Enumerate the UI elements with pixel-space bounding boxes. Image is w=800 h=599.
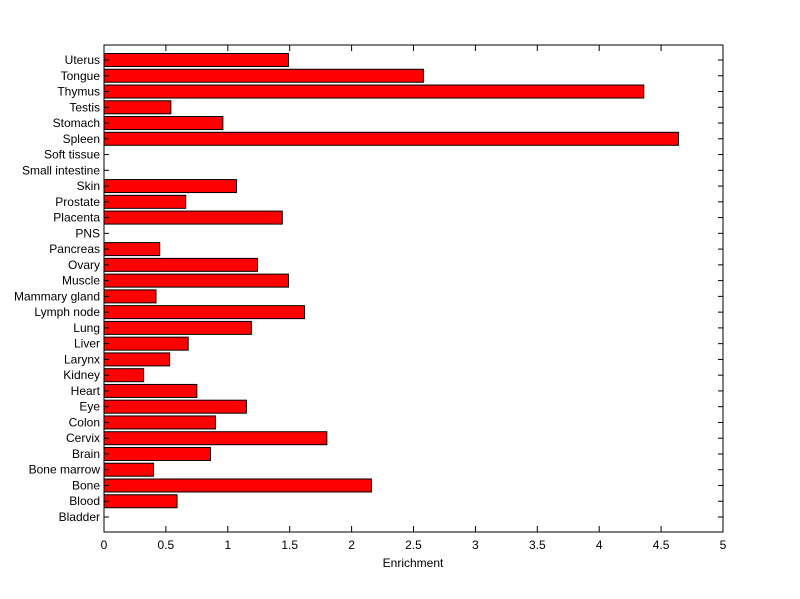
bar-ovary	[103, 257, 259, 272]
y-tick-label: Skin	[77, 179, 100, 193]
x-tick-label: 0.5	[158, 538, 175, 552]
y-tick-label: Tongue	[61, 69, 101, 83]
y-tick-label: Mammary gland	[14, 289, 100, 303]
y-tick-label: Brain	[72, 447, 100, 461]
y-tick-label: Blood	[69, 494, 100, 508]
bar-placenta	[103, 210, 283, 225]
x-tick-label: 0	[101, 538, 108, 552]
x-tick-label: 4	[596, 538, 603, 552]
y-tick-label: Lung	[73, 321, 100, 335]
bar-testis	[103, 100, 172, 115]
y-tick-label: Lymph node	[34, 305, 100, 319]
y-tick-label: Small intestine	[22, 163, 100, 177]
y-tick-label: Ovary	[68, 258, 100, 272]
bar-muscle	[103, 273, 289, 288]
y-tick-label: PNS	[75, 226, 100, 240]
y-tick-label: Bone	[72, 478, 100, 492]
y-tick-label: Prostate	[55, 195, 100, 209]
bar-prostate	[103, 194, 187, 209]
y-tick-label: Soft tissue	[44, 148, 100, 162]
y-tick-label: Colon	[69, 415, 100, 429]
y-tick-label: Stomach	[53, 116, 100, 130]
bar-kidney	[103, 368, 145, 383]
y-tick-label: Uterus	[65, 53, 100, 67]
y-tick-label: Spleen	[63, 132, 100, 146]
bar-liver	[103, 336, 189, 351]
x-tick-label: 3.5	[529, 538, 546, 552]
y-tick-label: Pancreas	[49, 242, 100, 256]
y-tick-label: Bladder	[59, 510, 100, 524]
bar-thymus	[103, 84, 645, 99]
x-tick-label: 4.5	[653, 538, 670, 552]
y-tick-label: Heart	[71, 384, 101, 398]
x-tick-label: 3	[472, 538, 479, 552]
bar-cervix	[103, 431, 328, 446]
bar-stomach	[103, 116, 224, 131]
y-tick-label: Larynx	[64, 352, 100, 366]
bar-mammary-gland	[103, 289, 157, 304]
bar-lung	[103, 320, 252, 335]
bar-heart	[103, 383, 198, 398]
y-tick-label: Placenta	[53, 211, 100, 225]
x-axis-label: Enrichment	[383, 556, 444, 570]
y-tick-label: Testis	[69, 100, 100, 114]
bar-blood	[103, 494, 178, 509]
y-tick-label: Bone marrow	[29, 463, 101, 477]
bar-larynx	[103, 352, 171, 367]
y-tick-label: Thymus	[57, 85, 100, 99]
bar-bone	[103, 478, 372, 493]
bar-uterus	[103, 53, 289, 67]
bar-tongue	[103, 68, 424, 83]
bar-skin	[103, 179, 237, 194]
x-tick-label: 1.5	[281, 538, 298, 552]
y-tick-label: Liver	[74, 337, 100, 351]
x-tick-label: 2.5	[405, 538, 422, 552]
y-tick-label: Kidney	[63, 368, 100, 382]
x-tick-label: 2	[348, 538, 355, 552]
bar-lymph-node	[103, 305, 306, 320]
bar-brain	[103, 446, 211, 461]
bar-colon	[103, 415, 216, 430]
x-tick-label: 5	[720, 538, 727, 552]
y-tick-label: Cervix	[66, 431, 100, 445]
y-tick-label: Muscle	[62, 274, 100, 288]
y-tick-label: Eye	[79, 400, 100, 414]
bar-eye	[103, 399, 247, 414]
bar-spleen	[103, 131, 679, 146]
bar-pancreas	[103, 242, 161, 257]
bar-bone-marrow	[103, 462, 155, 477]
x-tick-label: 1	[224, 538, 231, 552]
